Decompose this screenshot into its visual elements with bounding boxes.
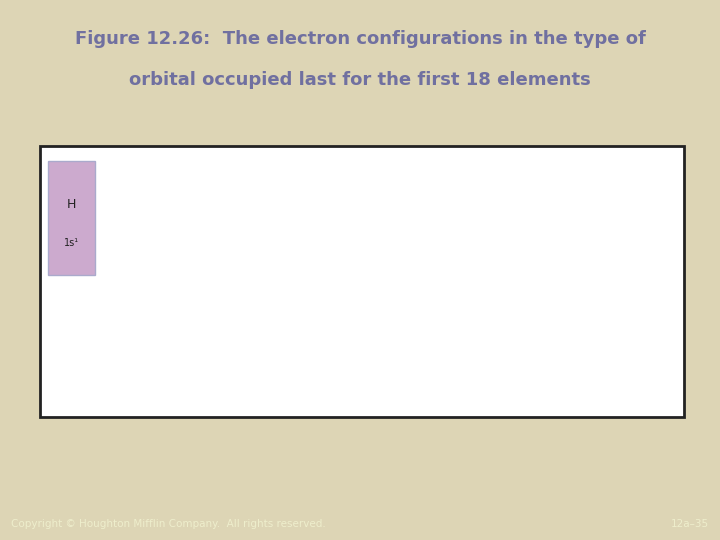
Text: H: H: [67, 198, 76, 211]
FancyBboxPatch shape: [48, 161, 95, 275]
Text: Figure 12.26:  The electron configurations in the type of: Figure 12.26: The electron configuration…: [75, 30, 645, 48]
FancyBboxPatch shape: [40, 145, 684, 416]
Text: 12a–35: 12a–35: [671, 519, 709, 529]
Text: Copyright © Houghton Mifflin Company.  All rights reserved.: Copyright © Houghton Mifflin Company. Al…: [11, 519, 325, 529]
Text: 1s¹: 1s¹: [64, 238, 79, 248]
Text: orbital occupied last for the first 18 elements: orbital occupied last for the first 18 e…: [129, 71, 591, 89]
